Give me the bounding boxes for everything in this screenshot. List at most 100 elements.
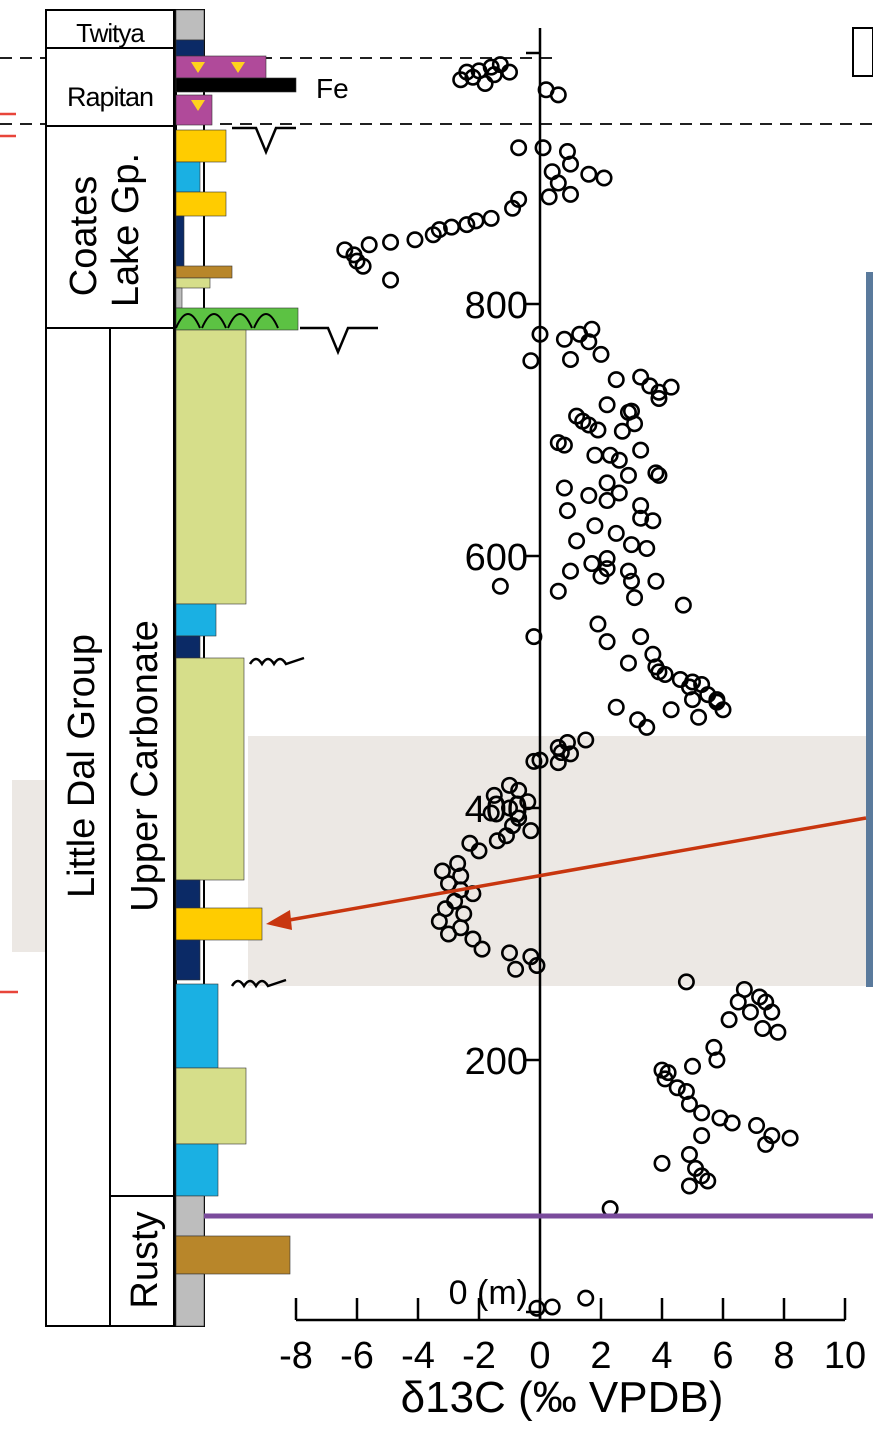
data-point	[598, 633, 616, 651]
data-point	[561, 155, 579, 173]
data-point	[424, 226, 442, 244]
data-point	[470, 842, 488, 860]
data-point	[708, 1051, 726, 1069]
data-point	[598, 492, 616, 510]
data-point	[510, 139, 528, 157]
lithology-bar	[175, 94, 213, 126]
data-point	[741, 1003, 759, 1021]
data-point	[577, 1289, 595, 1307]
data-point	[650, 466, 668, 484]
lithology-bar	[175, 939, 201, 981]
data-point	[729, 993, 747, 1011]
data-point	[467, 212, 485, 230]
data-point	[589, 615, 607, 633]
data-point	[680, 1095, 698, 1113]
data-point	[549, 174, 567, 192]
data-point	[644, 512, 662, 530]
data-point	[723, 1114, 741, 1132]
data-point	[769, 1023, 787, 1041]
lithology-bar	[175, 215, 185, 267]
data-point	[561, 562, 579, 580]
data-point	[549, 86, 567, 104]
data-point	[555, 330, 573, 348]
data-point	[586, 517, 604, 535]
lithology-bar	[175, 1143, 219, 1197]
lithology-bar	[175, 191, 227, 217]
data-point	[662, 701, 680, 719]
lithology-bar	[175, 277, 211, 289]
data-point	[500, 776, 518, 794]
data-point	[632, 628, 650, 646]
data-point	[382, 233, 400, 251]
data-point	[336, 241, 354, 259]
data-point	[558, 502, 576, 520]
data-point	[497, 827, 515, 845]
x-tick-label: -2	[462, 1335, 496, 1377]
lithology-bar	[175, 1235, 291, 1275]
data-point	[647, 572, 665, 590]
data-point	[683, 691, 701, 709]
data-point	[632, 509, 650, 527]
data-point	[577, 731, 595, 749]
inset-frame-partial	[852, 27, 873, 77]
data-point	[674, 596, 692, 614]
data-point	[668, 1079, 686, 1097]
data-point	[757, 1135, 775, 1153]
data-point	[443, 218, 461, 236]
lithology-bar	[175, 983, 219, 1069]
data-point	[504, 199, 522, 217]
data-point	[580, 416, 598, 434]
data-point	[522, 352, 540, 370]
x-tick-label: -6	[340, 1335, 374, 1377]
data-point	[561, 350, 579, 368]
data-point	[555, 479, 573, 497]
data-point	[473, 940, 491, 958]
data-point	[677, 973, 695, 991]
data-point	[555, 436, 573, 454]
data-point	[360, 236, 378, 254]
data-point	[595, 169, 613, 187]
data-point	[534, 139, 552, 157]
data-point	[598, 550, 616, 568]
data-point	[662, 378, 680, 396]
data-point	[592, 345, 610, 363]
data-point	[464, 930, 482, 948]
data-point	[626, 589, 644, 607]
data-point	[500, 944, 518, 962]
data-point	[439, 925, 457, 943]
lithology-bar	[175, 9, 205, 41]
data-point	[708, 693, 726, 711]
y-tick-label: 600	[465, 537, 528, 579]
data-point	[610, 451, 628, 469]
data-point	[589, 421, 607, 439]
data-point	[699, 1172, 717, 1190]
formation-label-coates-line1: Coates	[63, 176, 105, 296]
data-point	[619, 466, 637, 484]
data-point	[650, 663, 668, 681]
data-point	[507, 960, 525, 978]
unconformity-symbols	[230, 126, 378, 989]
data-point	[382, 271, 400, 289]
data-point	[690, 708, 708, 726]
data-point	[748, 1117, 766, 1135]
data-point	[754, 1019, 772, 1037]
data-point	[561, 745, 579, 763]
evaporite-triangle-icon	[191, 62, 205, 73]
data-point	[653, 1154, 671, 1172]
data-point	[592, 567, 610, 585]
lithology-bar	[175, 329, 247, 605]
data-point	[540, 188, 558, 206]
lithology-bar	[175, 77, 297, 93]
data-point	[680, 1177, 698, 1195]
data-point	[519, 793, 537, 811]
lithology-bars	[175, 9, 299, 1327]
data-point	[482, 58, 500, 76]
data-point	[531, 325, 549, 343]
data-point	[632, 368, 650, 386]
data-point	[580, 333, 598, 351]
data-point	[528, 1299, 546, 1317]
formation-label-little-dal: Little Dal Group	[61, 634, 103, 898]
data-point	[607, 371, 625, 389]
